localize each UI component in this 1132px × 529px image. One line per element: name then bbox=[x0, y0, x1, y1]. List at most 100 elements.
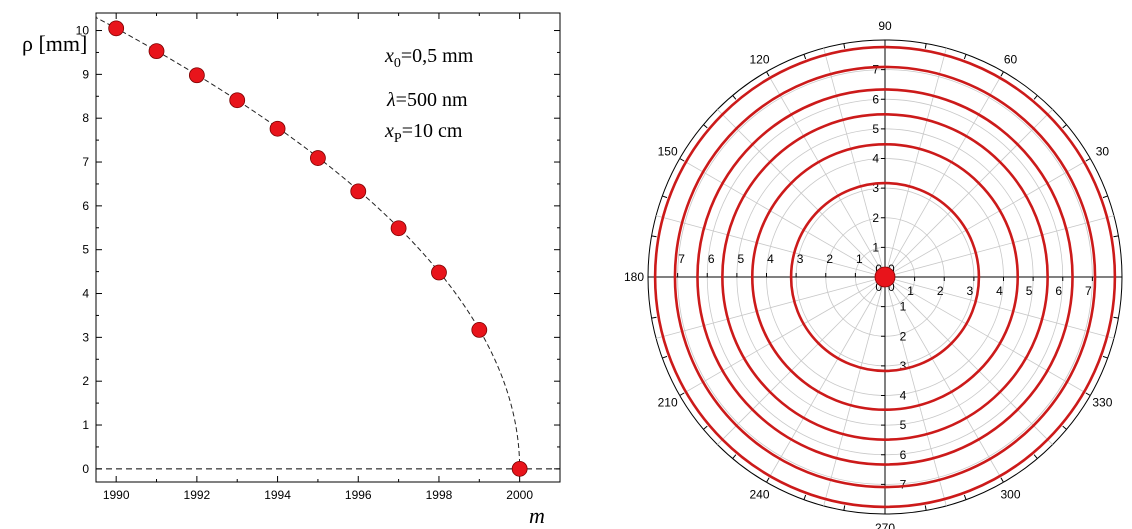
polar-radial-label: 1 bbox=[856, 252, 863, 266]
polar-angle-label: 240 bbox=[749, 487, 769, 501]
data-point bbox=[511, 460, 528, 477]
polar-radial-label: 6 bbox=[872, 92, 879, 106]
data-point bbox=[390, 220, 407, 237]
center-point bbox=[874, 266, 896, 288]
polar-radial-label: 6 bbox=[1055, 284, 1062, 298]
polar-radial-label: 5 bbox=[900, 418, 907, 432]
y-tick-label: 6 bbox=[82, 199, 89, 213]
polar-spoke bbox=[679, 276, 886, 396]
polar-angle-tick bbox=[843, 505, 846, 511]
polar-spoke bbox=[884, 47, 947, 278]
data-point bbox=[188, 67, 205, 84]
polar-angle-tick bbox=[766, 477, 770, 483]
interference-ring bbox=[721, 113, 1049, 441]
polar-angle-label: 300 bbox=[1000, 487, 1020, 501]
interference-ring bbox=[653, 45, 1117, 509]
polar-spoke bbox=[717, 276, 886, 445]
polar-angle-label: 270 bbox=[875, 521, 895, 529]
polar-angle-tick bbox=[703, 124, 708, 129]
polar-angle-tick bbox=[651, 235, 657, 238]
polar-radial-labels: 00001111222233334444555566667777 bbox=[677, 63, 1093, 491]
x-tick-label: 1994 bbox=[264, 488, 291, 502]
polar-angle-tick bbox=[1085, 158, 1091, 162]
polar-angle-tick bbox=[651, 316, 657, 319]
interference-rings bbox=[653, 45, 1117, 509]
polar-rings-chart: 0306090120150180210240270300330 00001111… bbox=[624, 19, 1123, 529]
data-point bbox=[471, 322, 488, 338]
data-point bbox=[350, 183, 367, 200]
polar-angle-tick bbox=[766, 71, 770, 77]
polar-radial-label: 3 bbox=[797, 252, 804, 266]
data-points bbox=[108, 20, 528, 477]
x-tick-label: 1996 bbox=[345, 488, 372, 502]
polar-radial-label: 3 bbox=[900, 359, 907, 373]
polar-spoke bbox=[884, 276, 1004, 483]
polar-radial-label: 4 bbox=[996, 284, 1003, 298]
polar-spoke bbox=[884, 71, 1004, 278]
polar-angle-label: 150 bbox=[658, 145, 678, 159]
polar-angle-tick bbox=[1102, 355, 1108, 359]
polar-angle-tick bbox=[1113, 316, 1119, 319]
polar-spoke bbox=[884, 215, 1115, 278]
polar-spoke bbox=[884, 276, 1053, 445]
polar-angle-tick bbox=[1000, 477, 1004, 483]
polar-angle-tick bbox=[732, 95, 737, 100]
y-tick-label: 7 bbox=[82, 155, 89, 169]
y-axis-ticks: 0 1 2 3 4 5 6 7 8 9 10 bbox=[76, 24, 560, 476]
polar-angle-label: 60 bbox=[1004, 53, 1018, 67]
polar-spoke bbox=[884, 276, 1115, 339]
fit-curve bbox=[95, 14, 521, 469]
polar-radial-label: 2 bbox=[937, 284, 944, 298]
polar-angle-tick bbox=[843, 43, 846, 49]
polar-angle-label: 210 bbox=[658, 396, 678, 410]
polar-radial-label: 2 bbox=[826, 252, 833, 266]
polar-spoke bbox=[823, 276, 886, 507]
interference-ring bbox=[696, 88, 1074, 466]
x-axis-ticks: 1990 1992 1994 1996 1998 2000 bbox=[103, 13, 561, 502]
polar-angle-tick bbox=[963, 494, 967, 500]
polar-angle-tick bbox=[1062, 124, 1067, 129]
polar-radial-label: 5 bbox=[738, 252, 745, 266]
polar-angle-tick bbox=[1062, 425, 1067, 430]
annotation-x0: x0=0,5 mm bbox=[384, 45, 474, 71]
data-point bbox=[269, 120, 286, 137]
polar-spoke bbox=[679, 158, 886, 278]
polar-angle-tick bbox=[679, 158, 685, 162]
polar-radial-label: 1 bbox=[900, 300, 907, 314]
polar-radial-label: 1 bbox=[907, 284, 914, 298]
polar-radial-label: 0 bbox=[875, 280, 882, 294]
y-tick-label: 0 bbox=[82, 462, 89, 476]
interference-ring bbox=[750, 142, 1020, 412]
y-tick-label: 4 bbox=[82, 287, 89, 301]
polar-radial-label: 2 bbox=[872, 211, 879, 225]
polar-angle-tick bbox=[803, 494, 807, 500]
polar-radial-label: 3 bbox=[967, 284, 974, 298]
y-tick-label: 8 bbox=[82, 111, 89, 125]
polar-radial-label: 3 bbox=[872, 181, 879, 195]
y-axis-label: ρ [mm] bbox=[22, 31, 87, 56]
polar-radial-label: 7 bbox=[872, 63, 879, 77]
polar-angle-tick bbox=[1102, 195, 1108, 199]
polar-angle-tick bbox=[662, 195, 668, 199]
polar-radial-label: 4 bbox=[900, 389, 907, 403]
y-tick-label: 2 bbox=[82, 374, 89, 388]
polar-radial-label: 5 bbox=[1026, 284, 1033, 298]
polar-radial-label: 4 bbox=[767, 252, 774, 266]
polar-angle-tick bbox=[803, 54, 807, 60]
polar-spoke bbox=[884, 276, 1091, 396]
polar-angle-tick bbox=[703, 425, 708, 430]
annotation-lambda: λ=500 nm bbox=[386, 89, 468, 111]
y-tick-label: 9 bbox=[82, 67, 89, 81]
y-tick-label: 5 bbox=[82, 243, 89, 257]
polar-spoke bbox=[655, 215, 886, 278]
polar-angle-label: 120 bbox=[749, 53, 769, 67]
polar-spoke bbox=[717, 109, 886, 278]
annotation-xp: xP=10 cm bbox=[384, 120, 463, 146]
polar-spoke bbox=[884, 109, 1053, 278]
rho-vs-m-chart: 0 1 2 3 4 5 6 7 8 9 10 1990 1992 1994 1996 1998 2000 ρ … bbox=[22, 12, 561, 528]
polar-spoke bbox=[823, 47, 886, 278]
polar-radial-label: 0 bbox=[888, 280, 895, 294]
data-point bbox=[108, 20, 125, 37]
x-tick-label: 1990 bbox=[103, 488, 130, 502]
